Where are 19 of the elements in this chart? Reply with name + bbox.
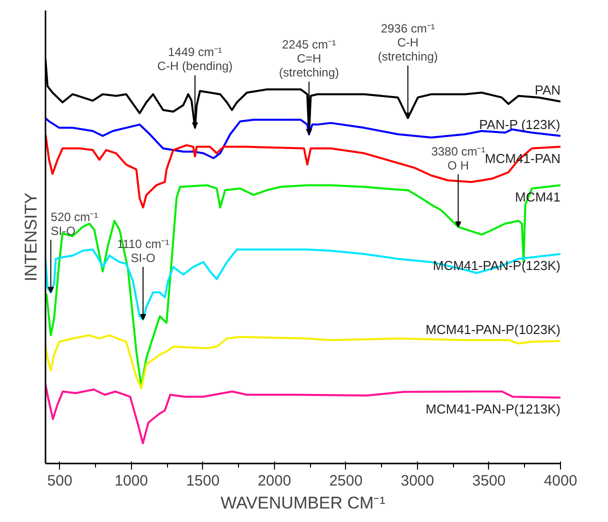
x-tick-label: 3500 xyxy=(472,472,506,490)
x-tick-label: 3000 xyxy=(400,472,434,490)
x-tick-label: 4000 xyxy=(544,472,578,490)
x-tick-label: 500 xyxy=(47,472,72,490)
series-label: PAN-P (123K) xyxy=(479,116,560,132)
x-tick-label: 1000 xyxy=(114,472,148,490)
series-label: PAN xyxy=(534,82,560,98)
series-label: MCM41-PAN-P(1023K) xyxy=(426,322,561,337)
annotation: 520 cm⁻¹ SI-O xyxy=(50,210,98,238)
x-tick-label: 1500 xyxy=(186,472,220,490)
series-label: MCM41-PAN-P(1213K) xyxy=(426,402,561,417)
x-tick-label: 2000 xyxy=(258,472,292,490)
annotation: 2245 cm⁻¹ C=H (stretching) xyxy=(279,38,340,80)
annotation: 3380 cm⁻¹ O H xyxy=(431,144,486,172)
x-tick-label: 2500 xyxy=(329,472,363,490)
annotation: 1449 cm⁻¹ C-H (bending) xyxy=(157,45,233,74)
y-axis-title: INTENSITY xyxy=(22,192,40,282)
annotation: 2936 cm⁻¹ C-H (stretching) xyxy=(378,21,438,64)
x-axis-title: WAVENUMBER CM⁻¹ xyxy=(220,494,386,512)
